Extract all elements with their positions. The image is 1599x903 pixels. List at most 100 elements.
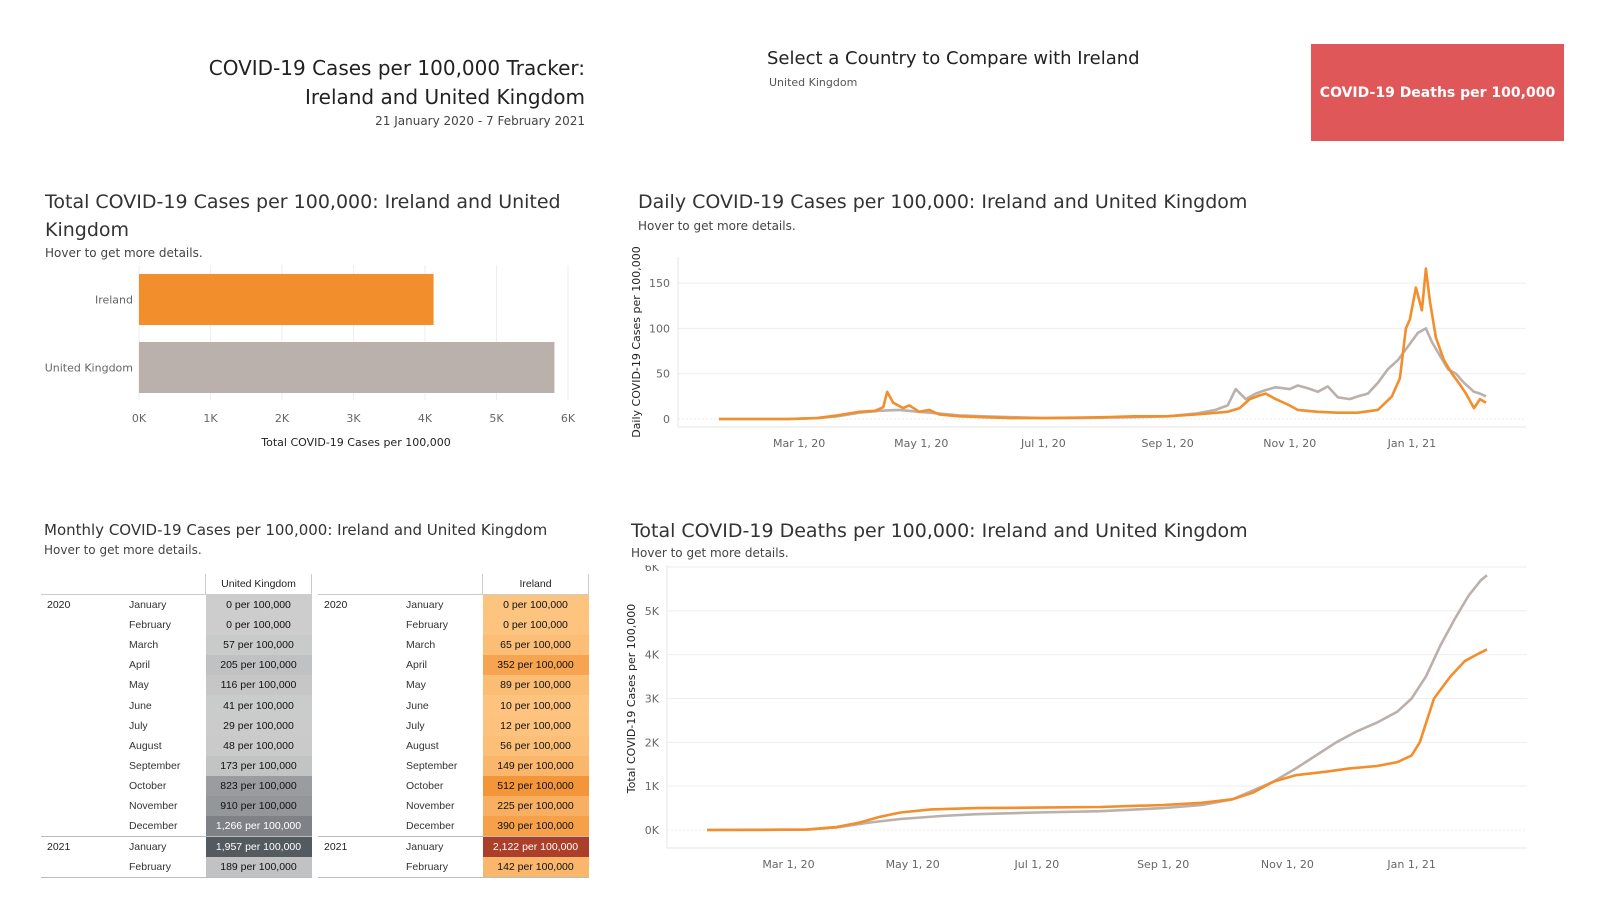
total-cases-hint: Hover to get more details. [45, 246, 203, 260]
uk-value-cell[interactable]: 189 per 100,000 [205, 857, 312, 879]
year-cell [41, 675, 126, 695]
year-cell [41, 857, 126, 879]
ireland-value-cell[interactable]: 56 per 100,000 [482, 735, 589, 756]
table-row: May 89 per 100,000 [318, 675, 589, 696]
ireland-value-cell[interactable]: 12 per 100,000 [482, 715, 589, 736]
deaths-per-100k-button[interactable]: COVID-19 Deaths per 100,000 [1311, 44, 1564, 141]
ireland-value-cell[interactable]: 0 per 100,000 [482, 615, 589, 636]
line-series-ireland[interactable] [706, 648, 1488, 832]
date-range: 21 January 2020 - 7 February 2021 [375, 114, 585, 128]
line-x-tick: Sep 1, 20 [1141, 437, 1193, 450]
main-title-line2: Ireland and United Kingdom [304, 85, 585, 109]
deaths-title: Total COVID-19 Deaths per 100,000: Irela… [631, 520, 1248, 542]
month-cell: March [129, 639, 159, 652]
bar-x-tick: 0K [132, 412, 147, 425]
deaths-hint: Hover to get more details. [631, 546, 789, 560]
ireland-value-cell[interactable]: 390 per 100,000 [482, 816, 589, 837]
ireland-value-cell[interactable]: 65 per 100,000 [482, 635, 589, 656]
total-deaths-line-chart[interactable]: 0K 1K 2K 3K 4K 5K 6K Mar 1, 20 May 1, 20 Jul 1, 2… [625, 565, 1570, 895]
uk-value-cell[interactable]: 1,266 per 100,000 [205, 816, 312, 837]
uk-value-cell[interactable]: 910 per 100,000 [205, 795, 312, 817]
uk-value-cell[interactable]: 116 per 100,000 [205, 675, 312, 696]
bar-uk[interactable] [139, 342, 555, 393]
ireland-value-cell[interactable]: 2,122 per 100,000 [482, 836, 589, 858]
month-cell: February [129, 619, 172, 632]
line-x-tick: Sep 1, 20 [1137, 858, 1189, 871]
table-row: February 142 per 100,000 [318, 857, 589, 879]
month-cell: July [406, 719, 425, 732]
daily-cases-line-chart[interactable]: 0 50 100 150 Mar 1, 20 May 1, 20 Jul 1, 20 Sep … [630, 235, 1570, 475]
month-cell: June [129, 699, 152, 712]
main-title: COVID-19 Cases per 100,000 Tracker: Irel… [120, 54, 585, 112]
uk-header-spacer [126, 574, 206, 595]
month-cell: January [126, 836, 206, 858]
uk-value-cell[interactable]: 57 per 100,000 [205, 635, 312, 656]
uk-value-cell[interactable]: 0 per 100,000 [205, 615, 312, 636]
uk-value-cell[interactable]: 48 per 100,000 [205, 735, 312, 756]
ireland-column-header: Ireland [482, 574, 589, 595]
ireland-value-cell[interactable]: 142 per 100,000 [482, 857, 589, 879]
line-y-tick: 6K [645, 565, 660, 574]
ireland-header-spacer [403, 574, 483, 595]
bar-x-axis-title: Total COVID-19 Cases per 100,000 [260, 436, 450, 449]
uk-value-cell[interactable]: 0 per 100,000 [205, 594, 312, 616]
ireland-value-cell[interactable]: 10 per 100,000 [482, 695, 589, 716]
month-cell: April [406, 659, 428, 672]
table-row: July 29 per 100,000 [41, 715, 312, 736]
uk-value-cell[interactable]: 173 per 100,000 [205, 755, 312, 776]
month-cell: April [129, 659, 151, 672]
uk-value-cell[interactable]: 41 per 100,000 [205, 695, 312, 716]
table-row: March 57 per 100,000 [41, 635, 312, 656]
year-cell [41, 635, 126, 655]
ireland-value-cell[interactable]: 0 per 100,000 [482, 594, 589, 616]
month-cell: May [129, 679, 149, 692]
table-row: April 205 per 100,000 [41, 655, 312, 676]
year-cell [318, 857, 403, 879]
uk-value-cell[interactable]: 205 per 100,000 [205, 655, 312, 676]
bar-category-label: United Kingdom [45, 362, 133, 375]
line-y-tick: 0 [663, 413, 670, 426]
line-y-tick: 3K [645, 693, 660, 706]
year-cell [318, 635, 403, 655]
line-y-tick: 50 [656, 368, 670, 381]
ireland-monthly-table: Ireland 2020 January 0 per 100,000 February 0… [318, 574, 589, 879]
ireland-value-cell[interactable]: 512 per 100,000 [482, 775, 589, 796]
monthly-cases-title: Monthly COVID-19 Cases per 100,000: Irel… [44, 521, 548, 539]
line-series-ireland[interactable] [719, 267, 1487, 421]
line-y-tick: 1K [645, 780, 660, 793]
month-cell: March [406, 639, 436, 652]
year-cell [318, 736, 403, 756]
month-cell: January [126, 594, 206, 616]
month-cell: November [129, 799, 178, 812]
line-x-tick: Jan 1, 21 [1387, 437, 1436, 450]
year-cell [318, 816, 403, 837]
bar-ireland[interactable] [139, 274, 434, 325]
country-select-value[interactable]: United Kingdom [769, 76, 858, 89]
ireland-value-cell[interactable]: 352 per 100,000 [482, 655, 589, 676]
ireland-value-cell[interactable]: 225 per 100,000 [482, 795, 589, 817]
month-cell: October [129, 779, 167, 792]
total-cases-bar-chart[interactable]: 0K 1K 2K 3K 4K 5K 6K Ireland United Kingdom Total… [0, 260, 600, 470]
table-row: 2020 January 0 per 100,000 [318, 594, 589, 616]
year-cell: 2021 [41, 836, 126, 858]
table-row: December 390 per 100,000 [318, 816, 589, 837]
month-cell: September [129, 759, 181, 772]
year-cell [41, 716, 126, 736]
uk-value-cell[interactable]: 1,957 per 100,000 [205, 836, 312, 858]
uk-value-cell[interactable]: 823 per 100,000 [205, 775, 312, 796]
total-cases-title: Total COVID-19 Cases per 100,000: Irelan… [45, 191, 561, 241]
year-cell [318, 675, 403, 695]
ireland-value-cell[interactable]: 89 per 100,000 [482, 675, 589, 696]
line-y-axis-title: Daily COVID-19 Cases per 100,000 [630, 246, 643, 438]
table-row: November 225 per 100,000 [318, 795, 589, 817]
year-cell [318, 695, 403, 715]
table-row: August 56 per 100,000 [318, 735, 589, 756]
table-row: March 65 per 100,000 [318, 635, 589, 656]
table-row: December 1,266 per 100,000 [41, 816, 312, 837]
uk-value-cell[interactable]: 29 per 100,000 [205, 715, 312, 736]
table-row: October 823 per 100,000 [41, 775, 312, 796]
ireland-value-cell[interactable]: 149 per 100,000 [482, 755, 589, 776]
table-row: October 512 per 100,000 [318, 775, 589, 796]
year-cell [318, 796, 403, 816]
line-series-uk[interactable] [706, 574, 1488, 832]
